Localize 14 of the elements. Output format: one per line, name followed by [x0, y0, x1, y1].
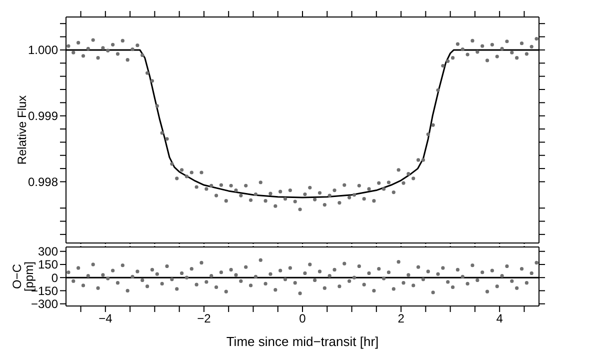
- x-tick-label: −4: [98, 312, 113, 326]
- y-tick-label: 0: [51, 270, 58, 285]
- y-tick-label: 0.998: [28, 174, 58, 189]
- x-axis-title: Time since mid−transit [hr]: [226, 334, 379, 349]
- y-tick-label: 300: [38, 244, 58, 259]
- y-tick-label: 150: [38, 258, 58, 272]
- y-tick-label: 1.000: [28, 43, 58, 58]
- y-tick-label: −300: [30, 297, 58, 312]
- x-tick-label: −2: [197, 312, 212, 326]
- y-axis-title: Relative Flux: [15, 95, 29, 165]
- x-tick-label: 4: [496, 312, 504, 326]
- x-tick-label: 0: [299, 312, 306, 326]
- x-tick-label: 2: [398, 312, 405, 326]
- y-tick-label: 0.999: [28, 109, 58, 124]
